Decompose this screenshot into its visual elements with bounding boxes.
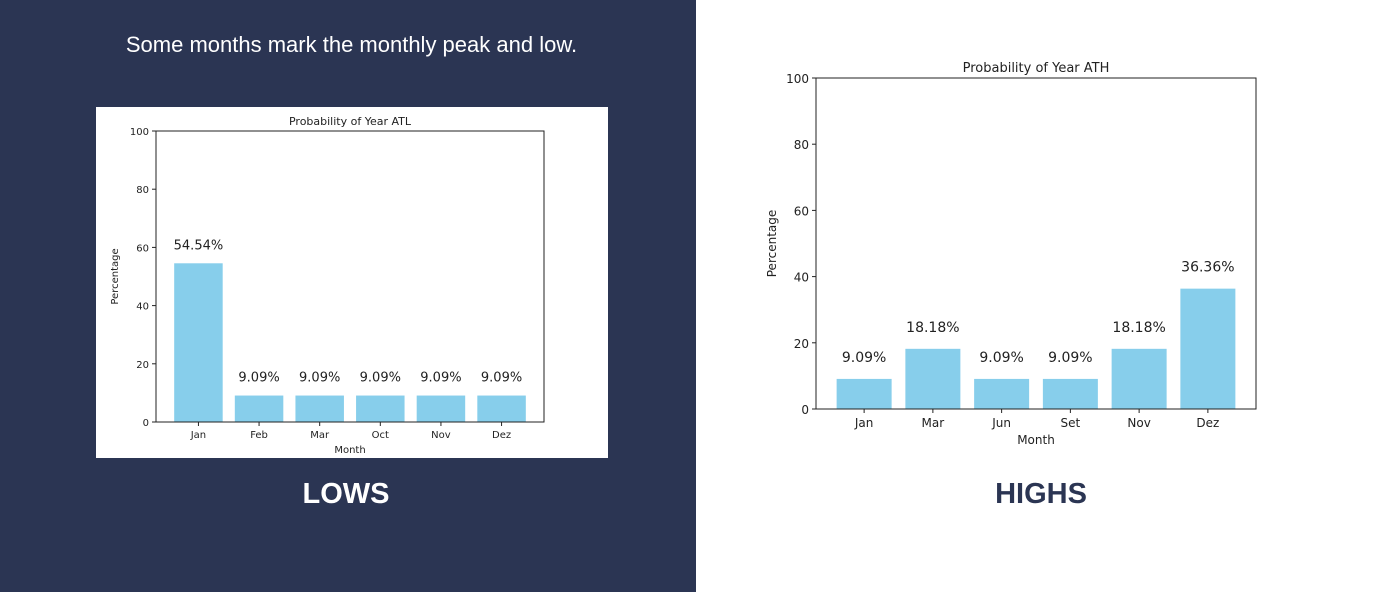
highs-label: HIGHS	[995, 478, 1087, 510]
chart-title: Probability of Year ATH	[963, 61, 1110, 76]
x-tick-label: Jun	[991, 416, 1011, 430]
bar	[416, 395, 466, 422]
ath-bar-chart: Probability of Year ATH 9.09% Jan 18.18% Mar…	[765, 61, 1257, 447]
y-tick-label: 40	[794, 271, 809, 285]
bar	[234, 395, 284, 422]
x-tick-label: Jan	[190, 430, 206, 441]
bar	[1180, 288, 1236, 409]
x-tick-label: Jan	[854, 416, 874, 430]
y-axis-label: Percentage	[110, 248, 121, 304]
y-tick-label: 80	[136, 185, 149, 196]
bar	[974, 378, 1030, 409]
x-tick-label: Oct	[372, 430, 389, 441]
y-tick-label: 60	[794, 204, 809, 218]
bar-value-label: 9.09%	[1048, 350, 1092, 366]
left-panel: Some months mark the monthly peak and lo…	[0, 0, 696, 592]
bar-value-label: 18.18%	[906, 320, 959, 336]
chart-title: Probability of Year ATL	[289, 115, 412, 128]
bar	[356, 395, 405, 422]
bar	[1042, 378, 1098, 409]
y-tick-label: 40	[136, 302, 149, 313]
bar-value-label: 9.09%	[842, 350, 886, 366]
bar	[295, 395, 344, 422]
x-tick-label: Mar	[922, 416, 945, 430]
x-tick-label: Set	[1061, 416, 1081, 430]
y-axis-label: Percentage	[765, 210, 779, 278]
bar-value-label: 9.09%	[420, 371, 461, 386]
y-tick-label: 0	[801, 403, 809, 417]
bar	[1111, 348, 1167, 409]
bar-value-label: 9.09%	[238, 371, 279, 386]
bar-value-label: 18.18%	[1112, 320, 1165, 336]
bar	[174, 263, 223, 422]
y-tick-label: 20	[136, 360, 149, 371]
bar-value-label: 36.36%	[1181, 260, 1234, 276]
bar-value-label: 54.54%	[174, 238, 224, 253]
lows-label: LOWS	[302, 478, 390, 510]
ath-chart-card: Probability of Year ATH 9.09% Jan 18.18% Mar…	[756, 50, 1276, 450]
x-tick-label: Mar	[310, 430, 330, 441]
bar	[477, 395, 526, 422]
plot-frame	[815, 77, 1257, 410]
y-tick-label: 100	[786, 72, 809, 86]
bar-value-label: 9.09%	[360, 371, 401, 386]
bar-value-label: 9.09%	[481, 371, 522, 386]
headline: Some months mark the monthly peak and lo…	[125, 32, 578, 57]
x-tick-label: Dez	[492, 430, 511, 441]
atl-bar-chart: Probability of Year ATL 54.54% Jan 9.09% Feb…	[110, 115, 545, 456]
plot-frame	[155, 130, 545, 423]
y-tick-label: 100	[130, 127, 149, 138]
x-tick-label: Feb	[250, 430, 268, 441]
x-axis-label: Month	[1017, 433, 1055, 447]
y-tick-label: 80	[794, 138, 809, 152]
bar-value-label: 9.09%	[299, 371, 340, 386]
y-tick-label: 0	[143, 418, 149, 429]
x-tick-label: Nov	[1127, 416, 1150, 430]
bar-value-label: 9.09%	[979, 350, 1023, 366]
y-tick-label: 20	[794, 337, 809, 351]
bar	[836, 378, 892, 409]
y-tick-label: 60	[136, 243, 149, 254]
bar	[905, 348, 961, 409]
x-tick-label: Nov	[431, 430, 451, 441]
x-axis-label: Month	[334, 445, 365, 456]
x-tick-label: Dez	[1196, 416, 1219, 430]
atl-chart-card: Probability of Year ATL 54.54% Jan 9.09% Feb…	[96, 107, 608, 458]
